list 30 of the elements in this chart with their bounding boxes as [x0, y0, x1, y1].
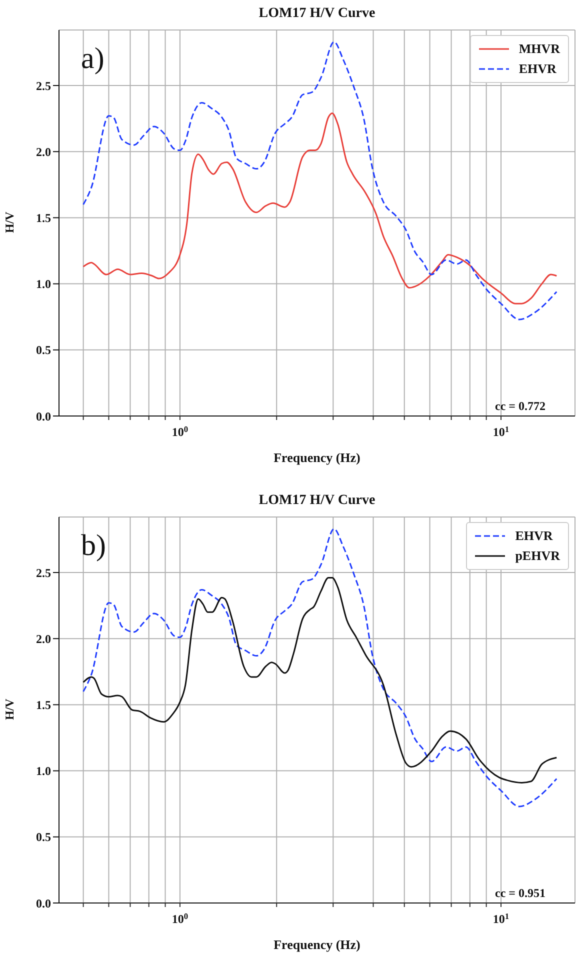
legend-label: MHVR: [518, 40, 560, 58]
y-tick-label: 2.0: [36, 144, 51, 159]
chart-title: LOM17 H/V Curve: [258, 6, 376, 22]
chart-title: LOM17 H/V Curve: [258, 493, 376, 509]
x-axis-title: Frequency (Hz): [274, 450, 360, 465]
x-tick-label: 10$^{1}$: [492, 912, 510, 926]
annotation: a): [81, 42, 104, 76]
x-tick-label: 10$^{1}$: [492, 424, 510, 439]
y-tick-label: 1.5: [36, 698, 51, 712]
annotation: b): [81, 529, 106, 563]
legend-label: EHVR: [515, 527, 553, 545]
y-tick-label: 1.5: [36, 210, 51, 225]
y-tick-label: 1.0: [36, 764, 51, 778]
y-tick-label: 2.5: [36, 78, 51, 93]
y-tick-label: 0.5: [36, 343, 51, 358]
y-tick-label: 1.0: [36, 277, 51, 292]
x-tick-label: 10$^{0}$: [172, 912, 188, 926]
annotation: cc = 0.951: [495, 886, 546, 901]
y-tick-label: 2.5: [36, 566, 51, 580]
annotation: cc = 0.772: [495, 399, 546, 414]
legend-label: pEHVR: [515, 547, 560, 565]
y-tick-label: 0.5: [36, 830, 51, 844]
y-axis-title: H/V: [2, 211, 16, 233]
y-axis-title: H/V: [2, 698, 16, 720]
y-tick-label: 0.0: [36, 409, 51, 424]
y-tick-label: 0.0: [36, 896, 51, 910]
x-tick-label: 10$^{0}$: [172, 424, 188, 439]
x-axis-title: Frequency (Hz): [274, 937, 360, 952]
y-tick-label: 2.0: [36, 632, 51, 646]
legend-label: EHVR: [518, 60, 556, 78]
